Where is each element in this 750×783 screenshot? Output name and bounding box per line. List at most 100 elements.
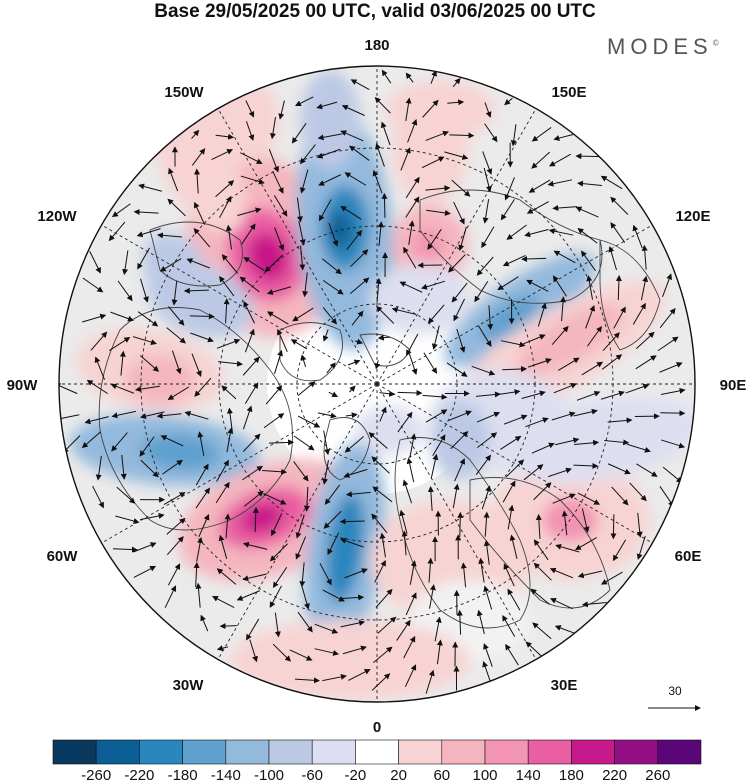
wind-arrow xyxy=(607,463,631,475)
wind-arrow xyxy=(601,354,623,370)
map-boundary xyxy=(58,65,696,703)
wind-arrow xyxy=(186,258,210,269)
wind-arrow xyxy=(532,622,552,640)
wind-arrow xyxy=(610,514,617,540)
wind-arrow xyxy=(322,307,337,325)
wind-arrow xyxy=(340,620,366,628)
wind-arrow xyxy=(635,355,657,370)
anomaly-cell xyxy=(230,620,470,700)
lon-label-90e: 90E xyxy=(720,377,747,394)
wind-arrow xyxy=(266,311,289,325)
wind-arrow xyxy=(272,566,288,589)
wind-arrow xyxy=(374,97,391,114)
wind-arrow xyxy=(523,464,544,481)
wind-arrow xyxy=(344,436,364,453)
wind-arrow xyxy=(533,562,552,581)
wind-arrow xyxy=(240,152,263,164)
wind-arrow xyxy=(212,596,235,609)
wind-arrow xyxy=(167,198,186,217)
wind-arrow xyxy=(600,175,623,190)
wind-arrow xyxy=(402,479,413,504)
wind-arrow xyxy=(444,151,469,160)
wind-arrow xyxy=(397,411,413,433)
colorbar-swatch xyxy=(52,739,97,765)
wind-arrow xyxy=(244,328,255,353)
wind-arrow xyxy=(195,582,202,608)
wind-arrow xyxy=(242,573,267,582)
wind-arrow xyxy=(215,481,230,504)
wind-arrow xyxy=(299,144,316,165)
wind-arrow xyxy=(573,462,599,469)
wind-arrow xyxy=(403,635,416,659)
wind-arrow xyxy=(191,148,206,166)
wind-arrow xyxy=(195,487,210,509)
wind-arrow xyxy=(506,224,527,240)
wind-arrow xyxy=(167,386,190,401)
wind-arrow xyxy=(289,649,313,661)
wind-arrow xyxy=(164,585,177,609)
colorbar-tick-label: -180 xyxy=(168,767,198,783)
wind-arrow xyxy=(166,517,186,535)
meridian-line xyxy=(376,224,653,385)
wind-arrow xyxy=(524,229,549,238)
wind-arrow xyxy=(659,486,674,508)
wind-arrow xyxy=(193,201,206,225)
wind-arrow xyxy=(225,224,233,250)
wind-arrow xyxy=(276,328,288,353)
wind-arrow xyxy=(374,560,386,583)
wind-arrow xyxy=(316,101,338,110)
wind-arrow xyxy=(323,510,342,529)
wind-arrow xyxy=(405,97,412,122)
lon-label-0: 0 xyxy=(373,719,381,736)
wind-arrow xyxy=(190,332,214,343)
wind-arrow xyxy=(453,201,465,225)
wind-arrow xyxy=(500,340,526,348)
lon-label-150w: 150W xyxy=(164,84,204,101)
wind-arrow xyxy=(166,327,186,344)
wind-arrow xyxy=(399,509,408,535)
wind-arrow xyxy=(318,199,332,222)
wind-arrow xyxy=(526,279,549,292)
wind-arrow xyxy=(184,410,209,420)
colorbar-tick-label: 180 xyxy=(559,767,584,783)
colorbar-tick-label: -220 xyxy=(124,767,154,783)
wind-arrow xyxy=(408,353,418,375)
wind-arrow xyxy=(299,245,306,271)
wind-arrow xyxy=(484,102,492,118)
wind-arrow xyxy=(581,508,590,533)
colorbar-swatch xyxy=(225,739,270,765)
wind-arrow xyxy=(119,350,126,376)
wind-arrow xyxy=(426,209,451,216)
wind-arrow xyxy=(429,584,436,609)
wind-arrow xyxy=(136,228,161,238)
wind-arrow xyxy=(478,557,485,583)
wind-arrow xyxy=(81,431,102,449)
wind-arrow xyxy=(400,147,411,171)
wind-arrow xyxy=(120,454,127,480)
colorbar: -260 -220 -180 -140 -100 -60 -20 20 60 100 140 180 2… xyxy=(52,739,702,783)
wind-arrow xyxy=(274,612,281,638)
wind-arrow xyxy=(110,311,134,322)
wind-arrow xyxy=(108,221,126,242)
wind-arrow xyxy=(239,276,260,293)
wind-arrow xyxy=(95,455,102,481)
wind-arrow xyxy=(379,406,387,422)
wind-arrow xyxy=(608,245,618,271)
anomaly-cell xyxy=(140,433,220,471)
wind-arrow xyxy=(224,513,231,539)
wind-arrow xyxy=(425,130,450,141)
wind-arrow xyxy=(89,251,101,274)
wind-arrow xyxy=(263,493,287,505)
wind-arrow xyxy=(607,417,633,424)
wind-arrow xyxy=(191,129,200,139)
wind-arrow xyxy=(555,543,580,553)
anomaly-cell xyxy=(516,304,624,376)
wind-vectors xyxy=(59,69,686,694)
wind-arrow xyxy=(162,459,183,475)
wind-arrow xyxy=(241,223,256,245)
wind-arrow xyxy=(448,410,472,421)
wind-arrow xyxy=(243,490,264,507)
wind-arrow xyxy=(191,353,202,377)
anomaly-cell xyxy=(325,493,365,603)
